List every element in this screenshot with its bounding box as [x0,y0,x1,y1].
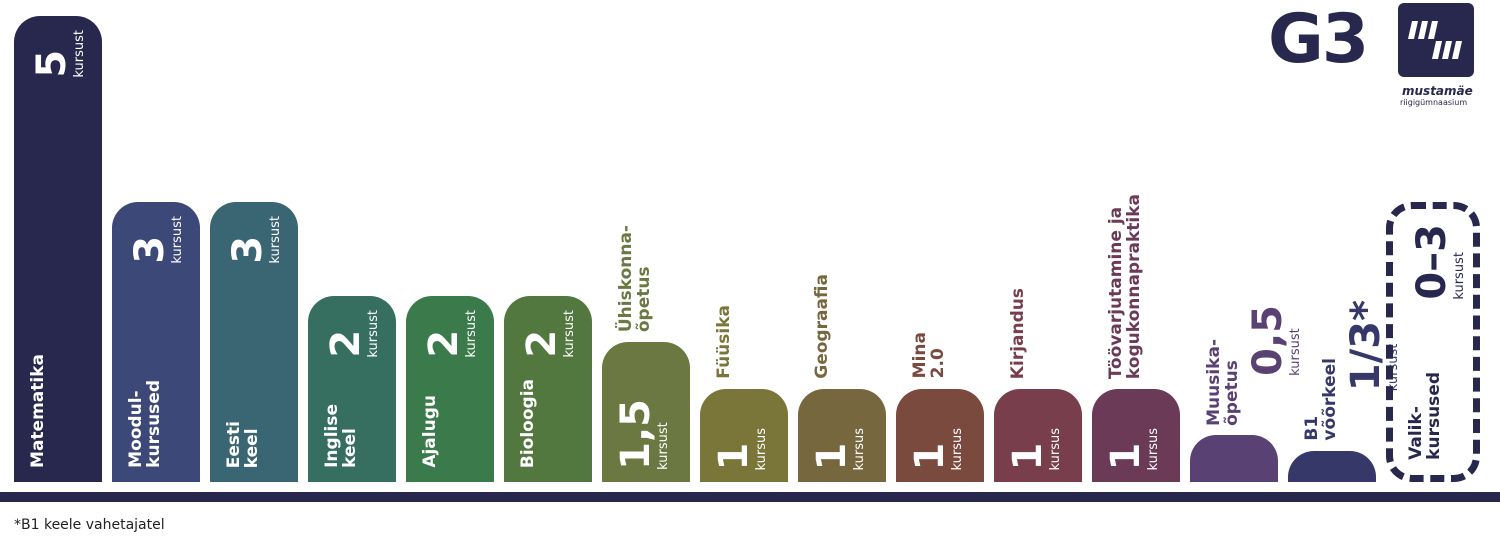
school-type: riigigümnaasium [1400,98,1468,107]
value-label-group: 1 kursus [809,427,868,471]
value-label: 2 [519,329,565,358]
value-label: 1,5 [613,399,659,470]
category-label: B1 võõrkeel [1302,358,1340,441]
category-label: Ajalugu [420,395,440,468]
unit-label: kursust [464,309,479,358]
category-label: Ühiskonna- õpetus [616,225,654,333]
value-label: 3 [225,236,271,264]
value-label-group: 1,5 kursust [613,399,672,470]
logo-icon [1398,3,1474,77]
value-label: 0,5 [1245,304,1291,376]
category-label: Inglise keel [322,404,360,468]
value-label: 1 [809,442,855,470]
value-label-group: 0,5 kursust [1245,304,1304,376]
bar [700,388,788,482]
category-label: Eesti keel [224,420,262,468]
value-label-group: 1 kursus [1103,427,1162,471]
bar [210,202,298,482]
value-label-group: 2 kursust [519,309,578,358]
value-label-group: 1 kursus [907,427,966,471]
bar [602,342,690,482]
value-label: 2 [421,329,467,358]
unit-label: kursust [72,30,87,78]
value-label: 1/3* [1343,299,1389,391]
bar [896,388,984,482]
bar [1288,450,1376,482]
value-label-group: 2 kursust [323,309,382,358]
value-label: 2 [323,329,369,358]
bar [14,16,102,482]
category-label: Geograafia [812,274,832,379]
bar [504,295,592,482]
category-label: Füüsika [714,305,734,379]
value-label-group: 1 kursus [711,427,770,471]
unit-label: kursust [170,216,185,264]
unit-label: kursust [366,309,381,358]
category-label: Matematika [28,354,48,468]
bar [406,295,494,482]
optional-value-group: 0–3 kursust [1409,224,1468,301]
optional-box [1386,202,1480,482]
category-label: Moodul- kursused [126,380,164,468]
school-name: mustamäe [1402,84,1473,98]
optional-label: Valik- kursused [1406,372,1444,460]
bar [994,388,1082,482]
unit-label: kursus [1048,427,1063,471]
optional-value: 0–3 [1409,224,1455,301]
category-label: Mina 2.0 [910,332,948,379]
value-label-group: 3 kursust [225,216,284,264]
bar [1190,435,1278,482]
category-label: Töövarjutamine ja kogukonnapraktika [1106,193,1144,379]
category-label: Bioloogia [518,378,538,468]
unit-label: kursust [268,216,283,264]
unit-label: kursus [950,427,965,471]
unit-label: kursust [562,309,577,358]
value-label: 1 [711,442,757,470]
bar [308,295,396,482]
category-label: Muusika- õpetus [1204,338,1242,426]
value-label-group: 1 kursus [1005,427,1064,471]
value-label: 1 [907,442,953,470]
unit-label: kursus [1146,427,1161,471]
bar [1092,388,1180,482]
unit-label: kursus [754,427,769,471]
unit-label: kursus [852,427,867,471]
value-label: 5 [29,49,75,78]
bar [112,202,200,482]
footnote: *B1 keele vahetajatel [14,517,165,533]
value-label-group: 3 kursust [127,216,186,264]
value-label: 3 [127,236,173,264]
value-label: 1 [1005,442,1051,470]
value-label-group: 2 kursust [421,309,480,358]
value-label: 1 [1103,442,1149,470]
category-label: Kirjandus [1008,287,1028,379]
grade-label: G3 [1268,0,1369,79]
baseline-band [0,492,1500,502]
value-label-group: 5 kursust [29,30,88,78]
bar [798,388,886,482]
